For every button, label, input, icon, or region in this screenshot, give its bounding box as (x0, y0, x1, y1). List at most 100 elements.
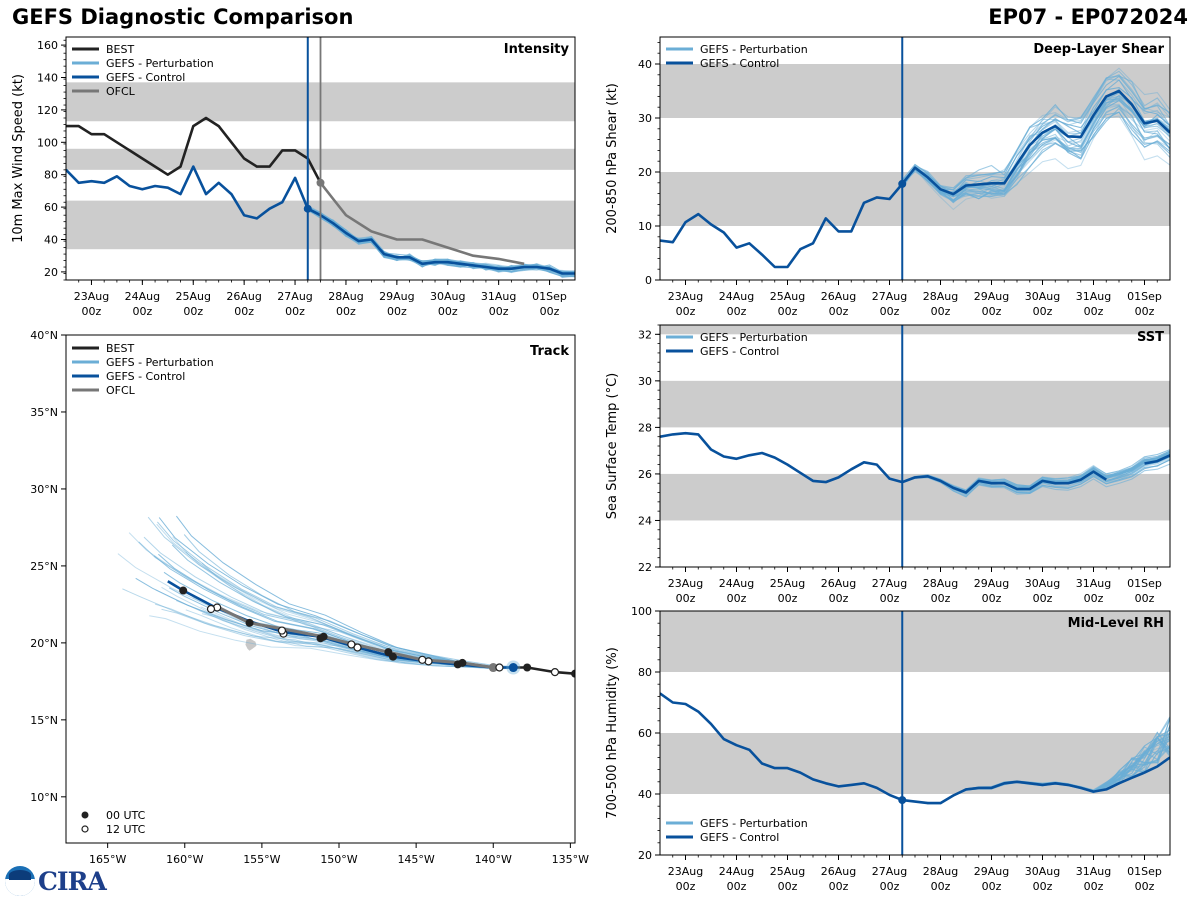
x-tick-label: 00z (727, 880, 747, 893)
x-tick-label: 23Aug (668, 290, 703, 303)
marker-00utc (571, 669, 575, 678)
figure-title: GEFS Diagnostic Comparison (12, 5, 354, 29)
marker-00utc (179, 586, 188, 595)
x-tick-label: 28Aug (923, 865, 958, 878)
x-tick-label: 00z (778, 880, 798, 893)
x-tick-label: 00z (778, 305, 798, 318)
ofcl-line (319, 181, 525, 266)
x-tick-label: 145°W (397, 853, 434, 866)
y-tick-label: 24 (638, 514, 652, 527)
x-tick-label: 00z (727, 305, 747, 318)
plot-area (117, 515, 575, 678)
y-tick-label: 30 (638, 375, 652, 388)
x-tick-label: 31Aug (481, 290, 516, 303)
x-tick-label: 25Aug (770, 865, 805, 878)
y-tick-label: 26 (638, 468, 652, 481)
x-tick-label: 00z (829, 880, 849, 893)
y-axis-label: 200-850 hPa Shear (kt) (605, 83, 620, 234)
panel-title: Intensity (504, 42, 570, 57)
marker-12utc (418, 655, 427, 664)
perturbation-line (901, 103, 1170, 203)
x-tick-label: 00z (438, 305, 458, 318)
x-tick-label: 00z (982, 880, 1002, 893)
y-tick-label: 80 (44, 169, 58, 182)
x-tick-label: 29Aug (974, 865, 1009, 878)
y-tick-label: 20 (638, 166, 652, 179)
y-tick-label: 15°N (30, 714, 58, 727)
y-tick-label: 30 (638, 112, 652, 125)
plot-area (660, 37, 1170, 280)
panel-title: Deep-Layer Shear (1033, 42, 1164, 57)
plot-area (660, 611, 1170, 855)
legend-label: GEFS - Control (106, 71, 185, 84)
x-tick-label: 24Aug (719, 865, 754, 878)
y-tick-label: 20°N (30, 637, 58, 650)
x-tick-label: 01Sep (532, 290, 567, 303)
y-tick-label: 0 (645, 274, 652, 287)
best-track (513, 666, 575, 675)
legend-label: GEFS - Perturbation (700, 331, 808, 344)
x-tick-label: 00z (1084, 880, 1104, 893)
x-tick-label: 160°W (166, 853, 203, 866)
perturbation-track (185, 609, 514, 669)
y-tick-label: 60 (44, 201, 58, 214)
x-tick-label: 30Aug (430, 290, 465, 303)
marker-00utc (384, 648, 393, 657)
x-tick-label: 26Aug (821, 290, 856, 303)
x-tick-label: 00z (676, 305, 696, 318)
threshold-band (660, 380, 1170, 428)
y-tick-label: 60 (638, 727, 652, 740)
x-tick-label: 00z (931, 592, 951, 605)
x-tick-label: 27Aug (872, 577, 907, 590)
x-tick-label: 23Aug (668, 577, 703, 590)
x-tick-label: 00z (336, 305, 356, 318)
x-tick-label: 00z (931, 880, 951, 893)
y-tick-label: 22 (638, 561, 652, 574)
x-tick-label: 00z (234, 305, 254, 318)
x-tick-label: 00z (1084, 592, 1104, 605)
x-tick-label: 01Sep (1127, 577, 1162, 590)
legend-label: 12 UTC (106, 823, 146, 836)
marker-12utc (347, 640, 356, 649)
x-tick-label: 30Aug (1025, 865, 1060, 878)
control-line (660, 89, 1170, 269)
ofcl-init-marker (488, 663, 498, 673)
x-tick-label: 150°W (320, 853, 357, 866)
y-tick-label: 20 (44, 266, 58, 279)
y-tick-label: 30°N (30, 483, 58, 496)
y-tick-label: 10 (638, 220, 652, 233)
x-tick-label: 155°W (243, 853, 280, 866)
x-tick-label: 27Aug (277, 290, 312, 303)
legend-label: OFCL (106, 85, 136, 98)
y-tick-label: 40°N (30, 329, 58, 342)
y-axis-label: 700-500 hPa Humidity (%) (605, 647, 620, 819)
x-tick-label: 24Aug (719, 290, 754, 303)
x-tick-label: 29Aug (974, 577, 1009, 590)
x-tick-label: 00z (285, 305, 305, 318)
x-tick-label: 165°W (89, 853, 126, 866)
y-tick-label: 100 (631, 605, 652, 618)
legend-label: GEFS - Control (106, 370, 185, 383)
noaa-logo-icon (5, 866, 35, 896)
x-tick-label: 24Aug (125, 290, 160, 303)
marker-00utc (458, 658, 467, 667)
marker-00utc (319, 632, 328, 641)
marker-12utc (495, 663, 504, 672)
x-tick-label: 00z (183, 305, 203, 318)
x-tick-label: 00z (1084, 305, 1104, 318)
x-tick-label: 135°W (552, 853, 589, 866)
y-tick-label: 80 (638, 666, 652, 679)
x-tick-label: 00z (982, 305, 1002, 318)
y-tick-label: 120 (37, 104, 58, 117)
x-tick-label: 00z (880, 592, 900, 605)
control-line (1144, 454, 1170, 465)
x-tick-label: 28Aug (923, 290, 958, 303)
x-tick-label: 00z (778, 592, 798, 605)
x-tick-label: 00z (489, 305, 509, 318)
threshold-band (660, 733, 1170, 794)
perturbation-line (901, 78, 1170, 191)
